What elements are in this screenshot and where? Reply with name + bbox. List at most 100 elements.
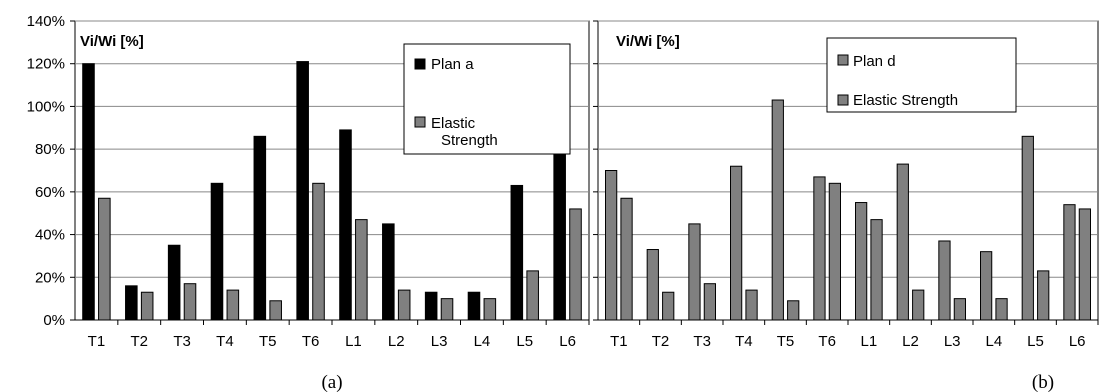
- bar: [703, 283, 716, 321]
- bar: [1078, 208, 1091, 321]
- bar: [210, 182, 224, 321]
- legend-swatch-plan-d: [837, 54, 849, 66]
- x-tick-label: L4: [474, 333, 491, 350]
- bar: [855, 202, 868, 321]
- bar: [1063, 204, 1076, 321]
- bar: [467, 291, 481, 321]
- bar: [787, 300, 800, 321]
- y-tick-label: 20%: [35, 269, 65, 286]
- legend-swatch-elastic-a: [414, 116, 426, 128]
- bar: [569, 208, 582, 321]
- x-tick-label: L6: [1069, 333, 1086, 350]
- caption-a: (a): [321, 372, 342, 392]
- bar: [397, 289, 411, 321]
- bar: [382, 223, 395, 321]
- y-tick-label: 0%: [43, 312, 65, 329]
- x-tick-label: T2: [130, 333, 148, 350]
- bar: [424, 291, 438, 321]
- x-tick-label: T6: [818, 333, 836, 350]
- x-tick-label: T4: [735, 333, 753, 350]
- bar: [938, 240, 951, 321]
- y-axis-label-a: Vi/Wi [%]: [80, 33, 144, 50]
- bar: [526, 270, 539, 321]
- bar: [980, 251, 993, 321]
- y-axis-label-b: Vi/Wi [%]: [616, 33, 680, 50]
- legend-swatch-elastic-b: [837, 94, 849, 106]
- bar: [312, 182, 325, 321]
- x-tick-label: T4: [216, 333, 234, 350]
- bar: [912, 289, 925, 321]
- y-tick-label: 140%: [27, 13, 65, 30]
- bar: [140, 291, 154, 321]
- y-tick-label: 100%: [27, 98, 65, 115]
- bar: [296, 61, 309, 321]
- bar: [813, 176, 826, 321]
- bar: [662, 291, 675, 321]
- x-tick-label: T1: [610, 333, 628, 350]
- y-tick-label: 60%: [35, 184, 65, 201]
- bar: [870, 219, 883, 321]
- x-tick-label: L3: [944, 333, 961, 350]
- legend-box-b: [826, 37, 1017, 113]
- x-tick-label: T6: [302, 333, 320, 350]
- bar: [730, 165, 743, 321]
- x-tick-label: L5: [1027, 333, 1044, 350]
- x-ticks-a: T1 T2 T3 T4 T5 T6 L1 L2 L3 L4 L5 L6: [88, 320, 590, 350]
- x-tick-label: L3: [431, 333, 448, 350]
- bar: [1021, 135, 1034, 321]
- caption-b: (b): [1032, 372, 1054, 392]
- legend-a: Plan a Elastic Strength: [403, 43, 571, 155]
- bar: [620, 197, 633, 321]
- legend-label-elastic-b: Elastic Strength: [853, 92, 958, 109]
- x-tick-label: T5: [777, 333, 795, 350]
- legend-swatch-plan-a: [414, 58, 426, 70]
- bar: [125, 285, 138, 321]
- bar: [953, 298, 966, 321]
- x-tick-label: T1: [88, 333, 106, 350]
- bar: [440, 298, 454, 321]
- bar: [828, 182, 841, 321]
- legend-label-plan-d: Plan d: [853, 53, 896, 70]
- bar: [483, 298, 497, 321]
- legend-label-plan-a: Plan a: [431, 56, 474, 73]
- x-tick-label: L4: [985, 333, 1002, 350]
- bar: [183, 283, 197, 321]
- x-tick-label: T5: [259, 333, 277, 350]
- bar: [98, 197, 111, 321]
- x-tick-label: L1: [345, 333, 362, 350]
- bar: [510, 184, 524, 321]
- bar: [745, 289, 758, 321]
- x-tick-label: L5: [516, 333, 533, 350]
- x-tick-label: L1: [860, 333, 877, 350]
- x-tick-label: T2: [652, 333, 670, 350]
- x-tick-label: L6: [559, 333, 576, 350]
- bars-b: [605, 99, 1091, 321]
- y-tick-label: 80%: [35, 141, 65, 158]
- bar: [646, 249, 659, 321]
- bar: [167, 244, 181, 321]
- bar: [82, 63, 95, 321]
- x-tick-label: L2: [902, 333, 919, 350]
- y-tick-label: 40%: [35, 227, 65, 244]
- legend-box-a: [403, 43, 571, 155]
- y-ticks-a: 0% 20% 40% 60% 80% 100% 120% 140%: [27, 13, 65, 329]
- y-tick-label: 120%: [27, 56, 65, 73]
- x-tick-label: L2: [388, 333, 405, 350]
- panel-a: 0% 20% 40% 60% 80% 100% 120% 140% T1 T2 T3 T4 T5 T6 L…: [27, 13, 590, 392]
- bar: [896, 163, 909, 321]
- bar: [269, 300, 282, 321]
- bar: [339, 129, 352, 321]
- bars-a: [82, 61, 582, 321]
- legend-label-elastic-a: Elastic: [431, 115, 476, 132]
- bar: [1037, 270, 1050, 321]
- panel-b: T1 T2 T3 T4 T5 T6 L1 L2 L3 L4 L5 L6 Vi/Wi [%] Plan …: [593, 20, 1099, 392]
- x-tick-label: T3: [173, 333, 191, 350]
- bar: [771, 99, 784, 321]
- x-ticks-b: T1 T2 T3 T4 T5 T6 L1 L2 L3 L4 L5 L6: [610, 320, 1099, 350]
- bar: [605, 170, 618, 321]
- bar: [688, 223, 701, 321]
- legend-b: Plan d Elastic Strength: [826, 37, 1017, 113]
- gridlines-b: [593, 20, 1098, 321]
- bar: [226, 289, 240, 321]
